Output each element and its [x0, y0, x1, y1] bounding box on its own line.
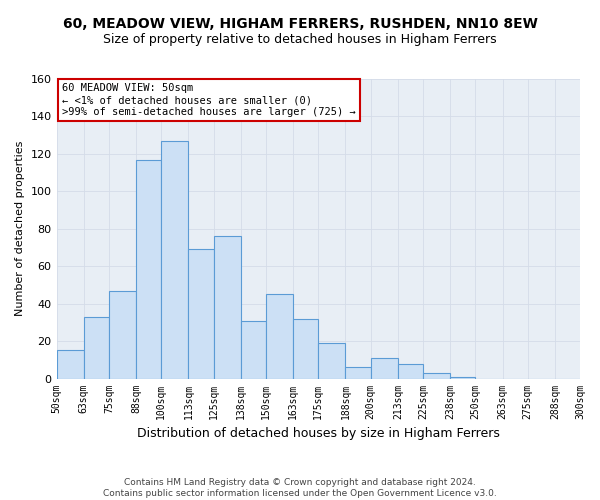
- Text: Size of property relative to detached houses in Higham Ferrers: Size of property relative to detached ho…: [103, 32, 497, 46]
- Bar: [214, 236, 241, 378]
- Y-axis label: Number of detached properties: Number of detached properties: [15, 141, 25, 316]
- Bar: [56, 350, 84, 378]
- Bar: [398, 364, 423, 378]
- Bar: [188, 250, 214, 378]
- Bar: [266, 294, 293, 378]
- Text: 60, MEADOW VIEW, HIGHAM FERRERS, RUSHDEN, NN10 8EW: 60, MEADOW VIEW, HIGHAM FERRERS, RUSHDEN…: [62, 18, 538, 32]
- Text: 60 MEADOW VIEW: 50sqm
← <1% of detached houses are smaller (0)
>99% of semi-deta: 60 MEADOW VIEW: 50sqm ← <1% of detached …: [62, 84, 356, 116]
- Bar: [346, 368, 371, 378]
- Bar: [371, 358, 398, 378]
- Bar: [293, 318, 318, 378]
- Bar: [318, 343, 346, 378]
- X-axis label: Distribution of detached houses by size in Higham Ferrers: Distribution of detached houses by size …: [137, 427, 500, 440]
- Bar: [84, 317, 109, 378]
- Bar: [241, 320, 266, 378]
- Bar: [161, 141, 188, 378]
- Bar: [423, 373, 450, 378]
- Bar: [450, 376, 475, 378]
- Bar: [109, 290, 136, 378]
- Bar: [136, 160, 161, 378]
- Text: Contains HM Land Registry data © Crown copyright and database right 2024.
Contai: Contains HM Land Registry data © Crown c…: [103, 478, 497, 498]
